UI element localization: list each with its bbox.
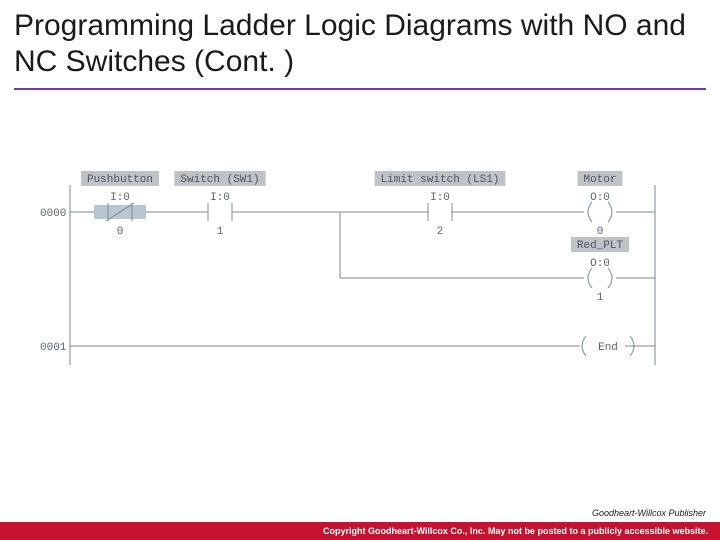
svg-text:Motor: Motor: [583, 174, 616, 186]
svg-text:0000: 0000: [40, 208, 66, 220]
svg-text:0: 0: [597, 226, 604, 238]
ladder-diagram: 0000 0001 Pushbutton I:0 0 Switch (SW1) I:0 1 Li…: [40, 150, 680, 400]
svg-text:Switch (SW1): Switch (SW1): [180, 174, 259, 186]
page-title: Programming Ladder Logic Diagrams with N…: [14, 8, 706, 80]
copyright-footer: Copyright Goodheart-Willcox Co., Inc. Ma…: [0, 522, 720, 540]
svg-text:I:0: I:0: [210, 192, 230, 204]
title-underline: [14, 88, 706, 90]
svg-text:O:0: O:0: [590, 258, 610, 270]
svg-text:2: 2: [437, 226, 444, 238]
ladder-svg: 0000 0001 Pushbutton I:0 0 Switch (SW1) I:0 1 Li…: [40, 150, 680, 400]
svg-text:1: 1: [597, 292, 604, 304]
publisher-credit: Goodheart-Willcox Publisher: [592, 508, 706, 518]
svg-text:O:0: O:0: [590, 192, 610, 204]
svg-text:I:0: I:0: [430, 192, 450, 204]
svg-text:Pushbutton: Pushbutton: [87, 174, 153, 186]
svg-text:End: End: [598, 342, 618, 354]
svg-text:0: 0: [117, 226, 124, 238]
svg-text:Limit switch (LS1): Limit switch (LS1): [381, 174, 500, 186]
svg-text:1: 1: [217, 226, 224, 238]
svg-text:I:0: I:0: [110, 192, 130, 204]
svg-text:Red_PLT: Red_PLT: [577, 240, 624, 252]
svg-text:0001: 0001: [40, 342, 67, 354]
